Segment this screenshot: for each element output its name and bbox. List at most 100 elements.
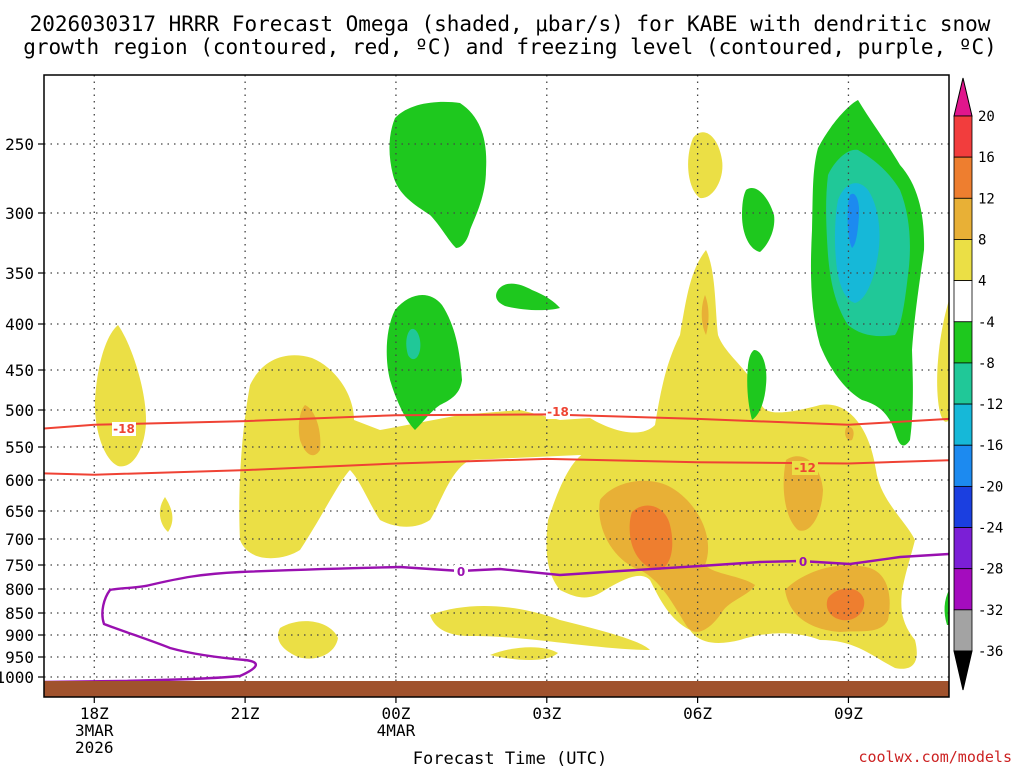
plot-field: -18 -18 -12 0 0 bbox=[44, 75, 949, 697]
y-tick-label-950: 950 bbox=[5, 648, 34, 667]
colorbar-top-arrow bbox=[953, 77, 973, 117]
y-tick-label-350: 350 bbox=[5, 264, 34, 283]
omega-region-green-edge-speck bbox=[944, 590, 949, 625]
omega-region-green-strip-lower bbox=[747, 350, 767, 420]
colorbar-label--28: -28 bbox=[978, 562, 1003, 578]
colorbar-label--4: -4 bbox=[978, 315, 995, 331]
contour-label-0-mid: 0 bbox=[457, 565, 465, 579]
contour-label-bg-0-east bbox=[796, 555, 810, 568]
x-tick-label-03Z: 03Z bbox=[532, 704, 561, 723]
isotherm-minus12-line bbox=[44, 457, 949, 476]
contour-label-minus18-west: -18 bbox=[113, 422, 135, 436]
x-tick-sublabel-4MAR: 4MAR bbox=[377, 721, 416, 740]
chart-title-line1: 2026030317 HRRR Forecast Omega (shaded, … bbox=[30, 12, 991, 36]
y-axis: 250 300 350 400 450 500 550 600 650 700 750 800 850 9… bbox=[0, 135, 44, 687]
colorbar-swatch-0 bbox=[953, 115, 973, 158]
chart-title-line2: growth region (contoured, red, ºC) and f… bbox=[23, 35, 997, 59]
contour-label-bg-minus18-west bbox=[112, 422, 136, 436]
x-tick-label-00Z: 00Z bbox=[381, 704, 410, 723]
y-tick-label-550: 550 bbox=[5, 438, 34, 457]
colorbar-swatch-7 bbox=[953, 403, 973, 446]
x-tick-sublabel-3MAR: 3MAR bbox=[75, 721, 114, 740]
contour-label-minus18-mid: -18 bbox=[547, 405, 569, 419]
grid-lines bbox=[44, 75, 949, 697]
contour-label-bg-minus12-east bbox=[792, 461, 818, 475]
omega-region-yellow-bottom-ridge bbox=[430, 605, 650, 650]
colorbar-swatch-10 bbox=[953, 527, 973, 570]
colorbar-swatch-11 bbox=[953, 568, 973, 611]
omega-region-blue-east bbox=[847, 193, 860, 248]
colorbar-swatch-6 bbox=[953, 362, 973, 405]
omega-region-cyan-east bbox=[834, 183, 880, 303]
colorbar-swatch-9 bbox=[953, 485, 973, 528]
colorbar-swatch-1 bbox=[953, 156, 973, 199]
omega-region-yellow-upper-mid bbox=[688, 132, 723, 199]
colorbar-label-16: 16 bbox=[978, 150, 995, 166]
y-tick-label-650: 650 bbox=[5, 502, 34, 521]
omega-region-green-strip-upper bbox=[742, 187, 775, 252]
colorbar-swatch-3 bbox=[953, 239, 973, 282]
colorbar-label-12: 12 bbox=[978, 191, 995, 207]
omega-region-green-upper-west bbox=[389, 101, 487, 248]
y-tick-label-900: 900 bbox=[5, 626, 34, 645]
omega-region-12-16-centre bbox=[629, 505, 673, 570]
x-tick-label-06Z: 06Z bbox=[683, 704, 712, 723]
contour-label-0-east: 0 bbox=[799, 555, 807, 569]
x-tick-sublabel-2026: 2026 bbox=[75, 738, 114, 757]
x-tick-label-09Z: 09Z bbox=[834, 704, 863, 723]
x-tick-label-21Z: 21Z bbox=[231, 704, 260, 723]
omega-region-8-12-upper-speck bbox=[701, 295, 709, 335]
omega-region-8-12-ne-speck bbox=[845, 426, 854, 441]
x-tick-label-18Z: 18Z bbox=[80, 704, 109, 723]
colorbar-swatch-8 bbox=[953, 444, 973, 487]
y-tick-label-450: 450 bbox=[5, 361, 34, 380]
omega-region-yellow-bottom-mid bbox=[490, 647, 558, 661]
plot-frame bbox=[43, 74, 950, 698]
colorbar-bottom-arrow bbox=[953, 650, 973, 691]
colorbar-swatch-4 bbox=[953, 280, 973, 323]
omega-region-yellow-left-small bbox=[159, 497, 173, 532]
colorbar-label--20: -20 bbox=[978, 479, 1003, 495]
y-tick-label-800: 800 bbox=[5, 580, 34, 599]
omega-region-yellow-bottom-left bbox=[278, 621, 338, 659]
colorbar-swatch-2 bbox=[953, 197, 973, 240]
y-tick-label-400: 400 bbox=[5, 315, 34, 334]
colorbar-swatch-5 bbox=[953, 321, 973, 364]
colorbar-label--32: -32 bbox=[978, 603, 1003, 619]
colorbar-label--36: -36 bbox=[978, 644, 1003, 660]
terrain-ground-strip bbox=[44, 681, 949, 697]
colorbar: 20 16 12 8 4 -4 -8 -12 -16 -20 -24 -28 -32 -36 bbox=[953, 77, 1003, 691]
omega-region-teal-west-mid bbox=[406, 328, 421, 360]
y-tick-label-500: 500 bbox=[5, 401, 34, 420]
colorbar-label--8: -8 bbox=[978, 356, 995, 372]
colorbar-label-8: 8 bbox=[978, 232, 986, 248]
colorbar-swatch-12 bbox=[953, 609, 973, 652]
x-axis-label: Forecast Time (UTC) bbox=[413, 749, 607, 768]
colorbar-label-4: 4 bbox=[978, 274, 986, 290]
contour-lines: -18 -18 -12 0 0 bbox=[44, 405, 949, 684]
omega-region-green-small-mid bbox=[496, 283, 560, 311]
y-tick-label-300: 300 bbox=[5, 204, 34, 223]
y-tick-label-700: 700 bbox=[5, 530, 34, 549]
y-tick-label-1000: 1000 bbox=[0, 668, 34, 687]
y-tick-label-600: 600 bbox=[5, 471, 34, 490]
omega-region-12-16-east bbox=[826, 588, 865, 621]
omega-negative-regions bbox=[386, 100, 949, 625]
y-tick-label-750: 750 bbox=[5, 556, 34, 575]
freezing-level-line bbox=[44, 552, 949, 684]
contour-label-minus12-east: -12 bbox=[794, 461, 816, 475]
colorbar-label-20: 20 bbox=[978, 109, 995, 125]
omega-region-green-mid-west bbox=[386, 294, 462, 430]
y-tick-label-850: 850 bbox=[5, 604, 34, 623]
omega-region-yellow-right-edge bbox=[937, 300, 949, 422]
contour-label-bg-0-mid bbox=[454, 565, 468, 578]
y-tick-label-250: 250 bbox=[5, 135, 34, 154]
contour-label-bg-minus18-mid bbox=[546, 405, 570, 419]
colorbar-label--24: -24 bbox=[978, 521, 1003, 537]
colorbar-label--12: -12 bbox=[978, 397, 1003, 413]
colorbar-label--16: -16 bbox=[978, 438, 1003, 454]
credit-text: coolwx.com/models bbox=[858, 748, 1012, 766]
